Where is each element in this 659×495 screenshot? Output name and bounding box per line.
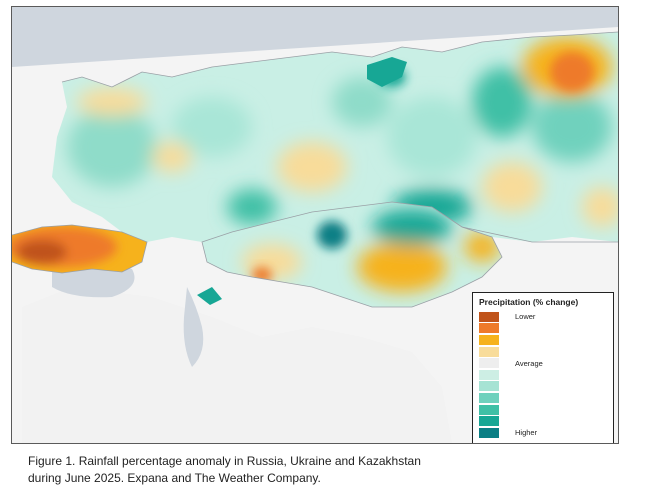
legend-label: Average	[515, 358, 543, 368]
map-canvas	[12, 7, 618, 443]
legend-row	[479, 346, 607, 358]
legend-rows: Lower Average Higher	[479, 311, 607, 439]
legend-row: Higher	[479, 427, 607, 439]
legend-swatch	[479, 427, 499, 438]
legend-row	[479, 323, 607, 335]
legend-swatch	[479, 346, 499, 357]
caption-line-1: Figure 1. Rainfall percentage anomaly in…	[28, 454, 421, 468]
legend-label: Lower	[515, 312, 536, 322]
russia-anomaly	[52, 32, 618, 242]
rainfall-anomaly-map: Precipitation (% change) Lower Average Hig…	[11, 6, 619, 444]
legend-row	[479, 404, 607, 416]
legend-swatch	[479, 416, 499, 427]
precipitation-legend: Precipitation (% change) Lower Average Hig…	[472, 292, 614, 443]
country-borders	[12, 31, 618, 308]
legend-swatch	[479, 404, 499, 415]
legend-swatch	[479, 392, 499, 403]
legend-row: Lower	[479, 311, 607, 323]
caspian-coast-anomaly	[197, 287, 222, 305]
legend-row	[479, 369, 607, 381]
legend-row	[479, 381, 607, 393]
legend-swatch	[479, 358, 499, 369]
legend-label: Higher	[515, 428, 538, 438]
legend-row	[479, 334, 607, 346]
legend-title: Precipitation (% change)	[479, 297, 579, 307]
legend-swatch	[479, 311, 499, 322]
figure-caption: Figure 1. Rainfall percentage anomaly in…	[28, 453, 628, 487]
legend-row	[479, 415, 607, 427]
legend-swatch	[479, 334, 499, 345]
legend-swatch	[479, 369, 499, 380]
southern-land	[22, 287, 452, 443]
legend-swatch	[479, 323, 499, 334]
caspian-sea	[183, 287, 204, 367]
legend-swatch	[479, 381, 499, 392]
novaya-zemlya	[367, 57, 407, 87]
legend-row	[479, 392, 607, 404]
legend-row: Average	[479, 357, 607, 369]
caption-line-2: during June 2025. Expana and The Weather…	[28, 471, 321, 485]
